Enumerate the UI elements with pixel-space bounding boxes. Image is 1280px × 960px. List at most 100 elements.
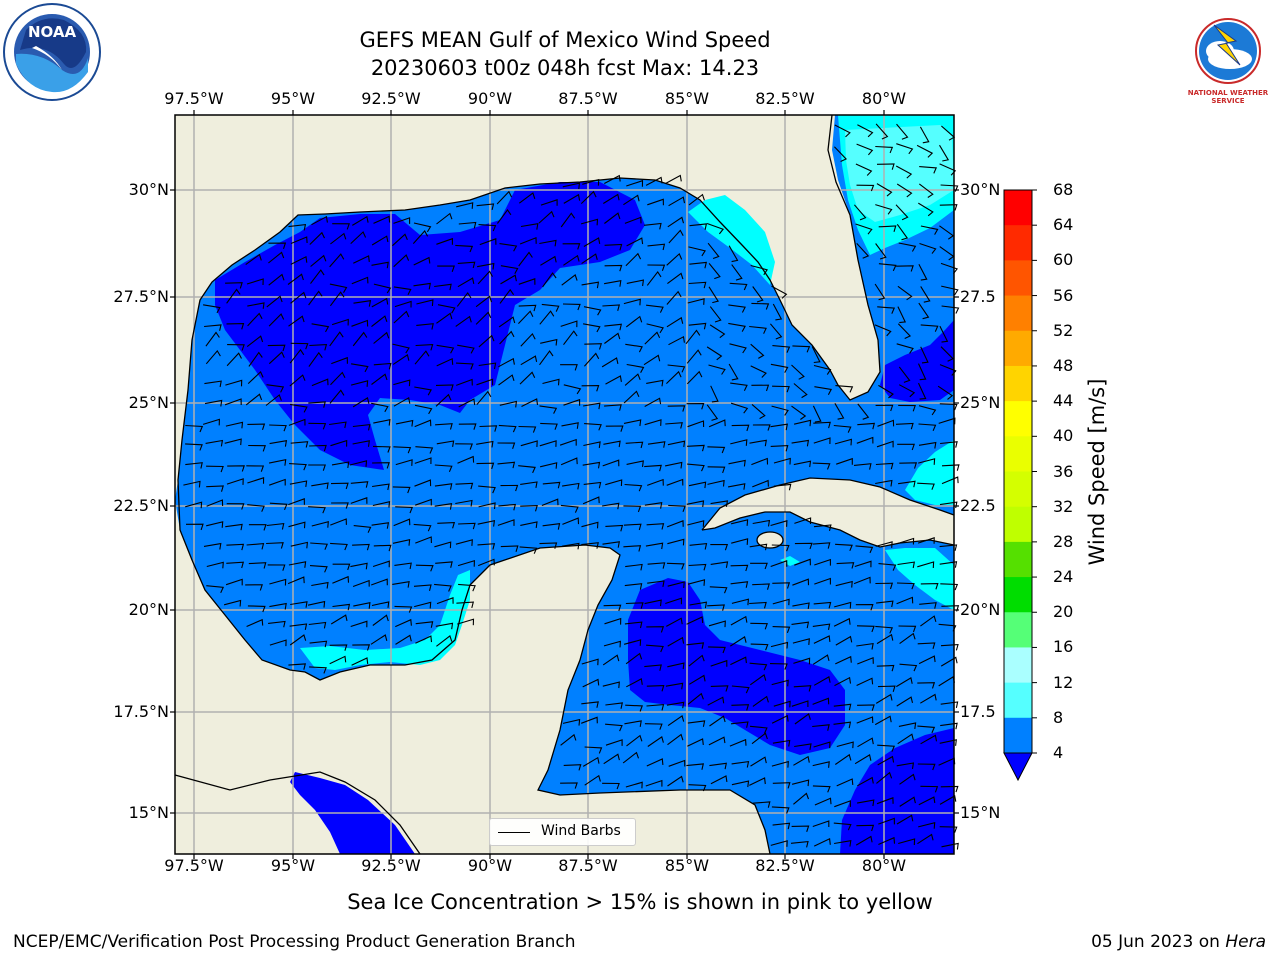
colorbar-tick-label: 48 <box>1053 355 1074 375</box>
wind-barb <box>917 482 935 490</box>
wind-barb <box>435 561 453 568</box>
wind-barb <box>289 348 305 364</box>
wind-barb <box>707 242 720 260</box>
wind-barb <box>917 642 936 649</box>
colorbar-tick-label: 28 <box>1053 531 1074 551</box>
wind-barb <box>626 363 645 373</box>
wind-barb <box>581 542 599 549</box>
wind-barb <box>563 254 580 266</box>
wind-barb <box>310 269 325 284</box>
wind-barb <box>290 441 309 448</box>
wind-barb <box>708 646 726 654</box>
wind-barb <box>499 288 515 304</box>
wind-barb <box>707 466 726 474</box>
wind-barb <box>580 190 597 204</box>
wind-barb <box>917 682 936 689</box>
wind-barb <box>185 443 203 451</box>
wind-barb <box>329 283 348 293</box>
wind-barb <box>602 681 620 689</box>
wind-barb <box>836 562 855 569</box>
wind-barb <box>709 762 727 770</box>
wind-barb <box>709 306 722 323</box>
wind-barb <box>371 522 390 529</box>
wind-barb <box>331 356 348 365</box>
wind-barb <box>939 204 958 211</box>
wind-barb <box>202 418 220 426</box>
wind-barb <box>223 599 242 607</box>
wind-barb <box>750 264 768 276</box>
wind-barb <box>791 779 810 787</box>
wind-barb <box>351 276 369 285</box>
wind-barb <box>731 424 750 432</box>
wind-barb <box>496 208 512 224</box>
wind-barb <box>812 724 830 731</box>
wind-barb <box>686 370 703 385</box>
nws-emblem-icon <box>1182 5 1274 97</box>
wind-barb <box>729 343 747 354</box>
wind-barb <box>520 223 539 230</box>
wind-barb <box>686 763 705 770</box>
colorbar-segment <box>1004 436 1032 472</box>
wind-barb <box>834 676 852 687</box>
wind-barb <box>563 384 582 395</box>
land-mexico <box>175 500 770 854</box>
wind-barb <box>875 693 893 704</box>
wind-barb <box>308 351 323 367</box>
wind-barb <box>246 542 265 550</box>
wind-barb <box>878 263 897 272</box>
wind-barb <box>498 424 517 433</box>
wind-barb <box>373 331 390 344</box>
wind-barb <box>855 223 873 235</box>
lon-tick-label-bottom: 92.5°W <box>361 856 421 875</box>
wind-barb <box>602 782 620 790</box>
wind-barb <box>415 635 433 644</box>
colorbar-segment <box>1004 260 1032 297</box>
wind-barb <box>353 525 372 533</box>
wind-barb <box>896 814 914 825</box>
wind-barb <box>498 357 515 368</box>
wind-barb <box>686 500 705 508</box>
wind-barb <box>288 521 306 529</box>
wind-barb <box>247 312 263 327</box>
wind-barb <box>605 479 623 487</box>
producer-credit: NCEP/EMC/Verification Post Processing Pr… <box>13 932 576 952</box>
wind-barb <box>750 562 768 570</box>
wind-barb <box>812 697 830 705</box>
wind-barb <box>876 797 894 805</box>
wind-barb <box>246 335 264 348</box>
wind-barb <box>834 403 845 420</box>
wind-barb <box>581 521 599 529</box>
wind-barb <box>458 423 477 430</box>
wind-barb <box>373 215 391 224</box>
wind-barb <box>581 281 600 289</box>
wind-barb <box>332 223 350 230</box>
wind-barb <box>542 481 561 489</box>
map-title-line2: 20230603 t00z 048h fcst Max: 14.23 <box>370 56 760 80</box>
wind-barb <box>560 782 578 789</box>
wind-barb <box>350 562 368 570</box>
wind-barb <box>731 704 750 711</box>
land-isla-juventud <box>757 532 783 548</box>
wind-barb <box>457 455 475 464</box>
wind-barb <box>917 537 935 544</box>
wind-barb <box>584 746 603 754</box>
wind-barb <box>730 519 749 526</box>
wind-barb <box>940 583 959 591</box>
wind-barb <box>604 323 623 331</box>
wind-barb <box>917 833 934 845</box>
wind-barb <box>813 837 831 847</box>
wind-barb <box>857 403 870 420</box>
wind-barb <box>290 342 309 350</box>
wind-barb <box>311 323 330 333</box>
wind-barb <box>329 421 347 429</box>
wind-barb <box>226 543 245 551</box>
wind-barb <box>731 598 750 606</box>
wind-barb <box>772 582 791 589</box>
wind-barb <box>308 464 326 471</box>
wind-barb <box>455 499 473 507</box>
colorbar-under-extension <box>1003 752 1033 782</box>
wind-barb <box>434 283 452 291</box>
wind-barb <box>269 639 287 647</box>
wind-barb <box>581 385 600 392</box>
